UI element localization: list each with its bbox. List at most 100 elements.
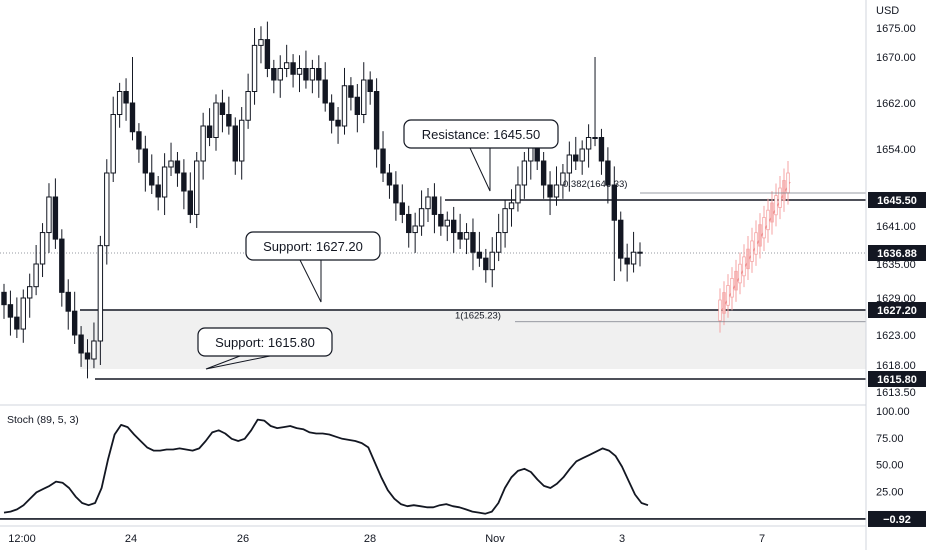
candle-up (33, 263, 39, 288)
candle-down (187, 190, 194, 215)
current-price-badge-text: 1636.88 (877, 248, 917, 260)
candle-up (91, 340, 97, 360)
projection-candle (742, 256, 746, 277)
candle-down (1, 291, 7, 306)
candle-down (598, 137, 605, 162)
candle-up (168, 160, 174, 168)
candle-down (547, 184, 553, 198)
resistance-callout-box (403, 119, 559, 149)
projection-candle (718, 299, 722, 322)
candle-down (348, 85, 354, 98)
candle-down (206, 125, 213, 138)
candle-up (238, 119, 245, 162)
candle-up (20, 297, 26, 330)
projection-candle (754, 232, 758, 255)
projection-candle (758, 224, 762, 247)
candle-down (123, 91, 129, 104)
candle-down (470, 232, 476, 253)
candle-up (251, 44, 258, 92)
candle-down (611, 184, 618, 221)
candle-down (450, 219, 457, 234)
candle-down (271, 68, 277, 81)
candle-up (110, 114, 116, 174)
support-lower-badge-bg (868, 371, 926, 387)
candle-down (142, 148, 149, 174)
stoch-tick-label: 100.00 (876, 406, 910, 418)
candle-up (258, 39, 264, 46)
candle-down (316, 68, 322, 81)
candle-down (573, 154, 579, 162)
support-upper-badge-text: 1627.20 (877, 305, 917, 317)
stoch-value-badge-text: −0.92 (883, 514, 911, 526)
price-tick-label: 1670.00 (876, 52, 916, 64)
candle-down (219, 102, 226, 115)
resistance-callout-label: Resistance: 1645.50 (422, 127, 541, 142)
candle-down (637, 251, 643, 254)
candle-up (277, 68, 283, 81)
projection-candle (734, 270, 738, 291)
candle-down (393, 184, 399, 204)
candle-down (438, 213, 444, 227)
price-tick-label: 1675.00 (876, 23, 916, 35)
candle-down (136, 131, 142, 150)
candle-down (605, 160, 611, 186)
price-tick-label: 1641.00 (876, 221, 916, 233)
candle-down (322, 79, 328, 104)
candle-down (483, 257, 489, 271)
candle-down (457, 232, 463, 240)
candle-up (194, 160, 200, 215)
candle-down (71, 310, 78, 336)
candle-down (7, 304, 14, 318)
candle-down (476, 251, 483, 259)
candle-up (630, 251, 637, 265)
support-upper-badge-bg (868, 302, 926, 318)
candle-down (540, 160, 547, 186)
stoch-value-badge-bg (868, 510, 926, 527)
candle-down (232, 125, 238, 162)
candle-up (489, 251, 495, 271)
projection-candle (778, 187, 782, 208)
candle-up (116, 91, 123, 115)
fib-0382-label: 0.382(1646.33) (563, 179, 627, 190)
candle-up (566, 154, 573, 174)
candle-down (373, 91, 380, 150)
price-tick-label: 1618.00 (876, 360, 916, 372)
candle-up (39, 232, 46, 265)
candle-down (328, 102, 335, 121)
candle-up (200, 125, 206, 162)
candle-up (309, 68, 316, 81)
candle-down (149, 172, 155, 186)
time-tick-label: 26 (237, 533, 249, 545)
time-tick-label: Nov (485, 533, 505, 545)
candle-down (406, 213, 412, 234)
stoch-tick-label: 75.00 (876, 433, 904, 445)
candle-up (585, 137, 592, 150)
candle-up (502, 208, 508, 234)
candle-up (495, 232, 502, 253)
candle-up (515, 184, 521, 204)
resistance-callout-pointer (469, 147, 491, 192)
candle-up (283, 62, 290, 69)
support-lower-callout-box (197, 327, 333, 357)
candle-up (553, 184, 560, 198)
candle-up (161, 166, 168, 198)
candle-down (624, 257, 630, 265)
projection-candle (730, 277, 734, 298)
projection-candle (766, 209, 770, 231)
support-upper-callout-label: Support: 1627.20 (263, 239, 363, 254)
support-lower-badge-text: 1615.80 (877, 374, 917, 386)
support-lower-callout-label: Support: 1615.80 (215, 335, 315, 350)
candle-up (592, 137, 598, 139)
stoch-tick-label: 25.00 (876, 486, 904, 498)
candle-up (361, 79, 367, 115)
projection-candle (726, 285, 730, 306)
candle-down (303, 68, 309, 81)
time-tick-label: 24 (125, 533, 137, 545)
candle-up (26, 286, 33, 299)
projection-candle (770, 202, 774, 223)
projection-candle (722, 292, 726, 314)
price-tick-label: 1623.00 (876, 330, 916, 342)
time-tick-label: 28 (364, 533, 376, 545)
support-lower-callout-pointer (205, 355, 271, 370)
